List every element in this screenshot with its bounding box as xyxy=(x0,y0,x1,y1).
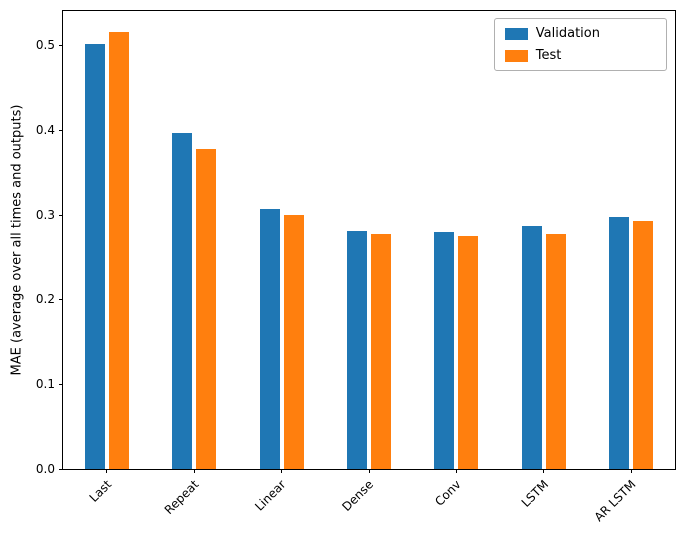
x-tick-label-linear: Linear xyxy=(252,477,289,514)
legend-label-test: Test xyxy=(535,48,562,63)
plot-area: MAE (average over all times and outputs)… xyxy=(10,10,676,524)
bar-validation-conv xyxy=(434,231,455,469)
bar-test-dense xyxy=(371,234,391,469)
x-tick-label-ar-lstm: AR LSTM xyxy=(591,477,639,525)
legend-label-validation: Validation xyxy=(535,26,600,41)
y-tick-label: 0.1 xyxy=(35,377,55,392)
legend-item-validation: Validation xyxy=(504,26,656,41)
x-tick-label-last: Last xyxy=(86,477,114,505)
x-tick-mark xyxy=(281,469,283,473)
y-tick-mark xyxy=(59,129,63,131)
legend-item-test: Test xyxy=(504,48,656,63)
x-tick-mark xyxy=(193,469,195,473)
y-tick-label: 0.3 xyxy=(35,207,55,222)
bar-validation-repeat xyxy=(172,133,193,469)
legend-swatch-test xyxy=(504,49,528,62)
y-tick-label: 0.2 xyxy=(35,292,55,307)
bar-test-lstm xyxy=(545,234,566,469)
y-tick-label: 0.5 xyxy=(35,37,55,52)
y-tick-mark xyxy=(59,299,63,301)
x-tick-mark xyxy=(106,469,108,473)
y-tick-mark xyxy=(59,44,63,46)
x-tick-label-dense: Dense xyxy=(339,477,377,514)
y-tick-mark xyxy=(59,469,63,470)
bar-test-ar-lstm xyxy=(633,221,654,469)
x-tick-label-conv: Conv xyxy=(432,477,464,509)
x-tick-mark xyxy=(543,469,545,473)
x-tick-label-repeat: Repeat xyxy=(161,477,202,518)
bar-validation-linear xyxy=(259,209,280,469)
legend-swatch-validation xyxy=(504,27,528,40)
bar-validation-lstm xyxy=(521,226,542,469)
bar-validation-ar-lstm xyxy=(609,217,630,469)
y-axis-title: MAE (average over all times and outputs) xyxy=(9,104,25,376)
bar-test-repeat xyxy=(196,149,217,469)
x-tick-mark xyxy=(455,469,457,473)
bar-validation-last xyxy=(84,44,105,469)
legend: Validation Test xyxy=(493,18,667,71)
x-tick-mark xyxy=(368,469,370,473)
bar-test-conv xyxy=(458,235,479,469)
x-tick-mark xyxy=(630,469,632,473)
y-tick-mark xyxy=(59,384,63,386)
y-tick-label: 0.0 xyxy=(35,462,55,476)
y-tick-label: 0.4 xyxy=(35,122,55,137)
bar-test-linear xyxy=(283,215,304,469)
y-tick-mark xyxy=(59,214,63,216)
bar-validation-dense xyxy=(347,230,367,469)
x-tick-label-lstm: LSTM xyxy=(518,477,552,510)
bar-test-last xyxy=(108,32,129,469)
